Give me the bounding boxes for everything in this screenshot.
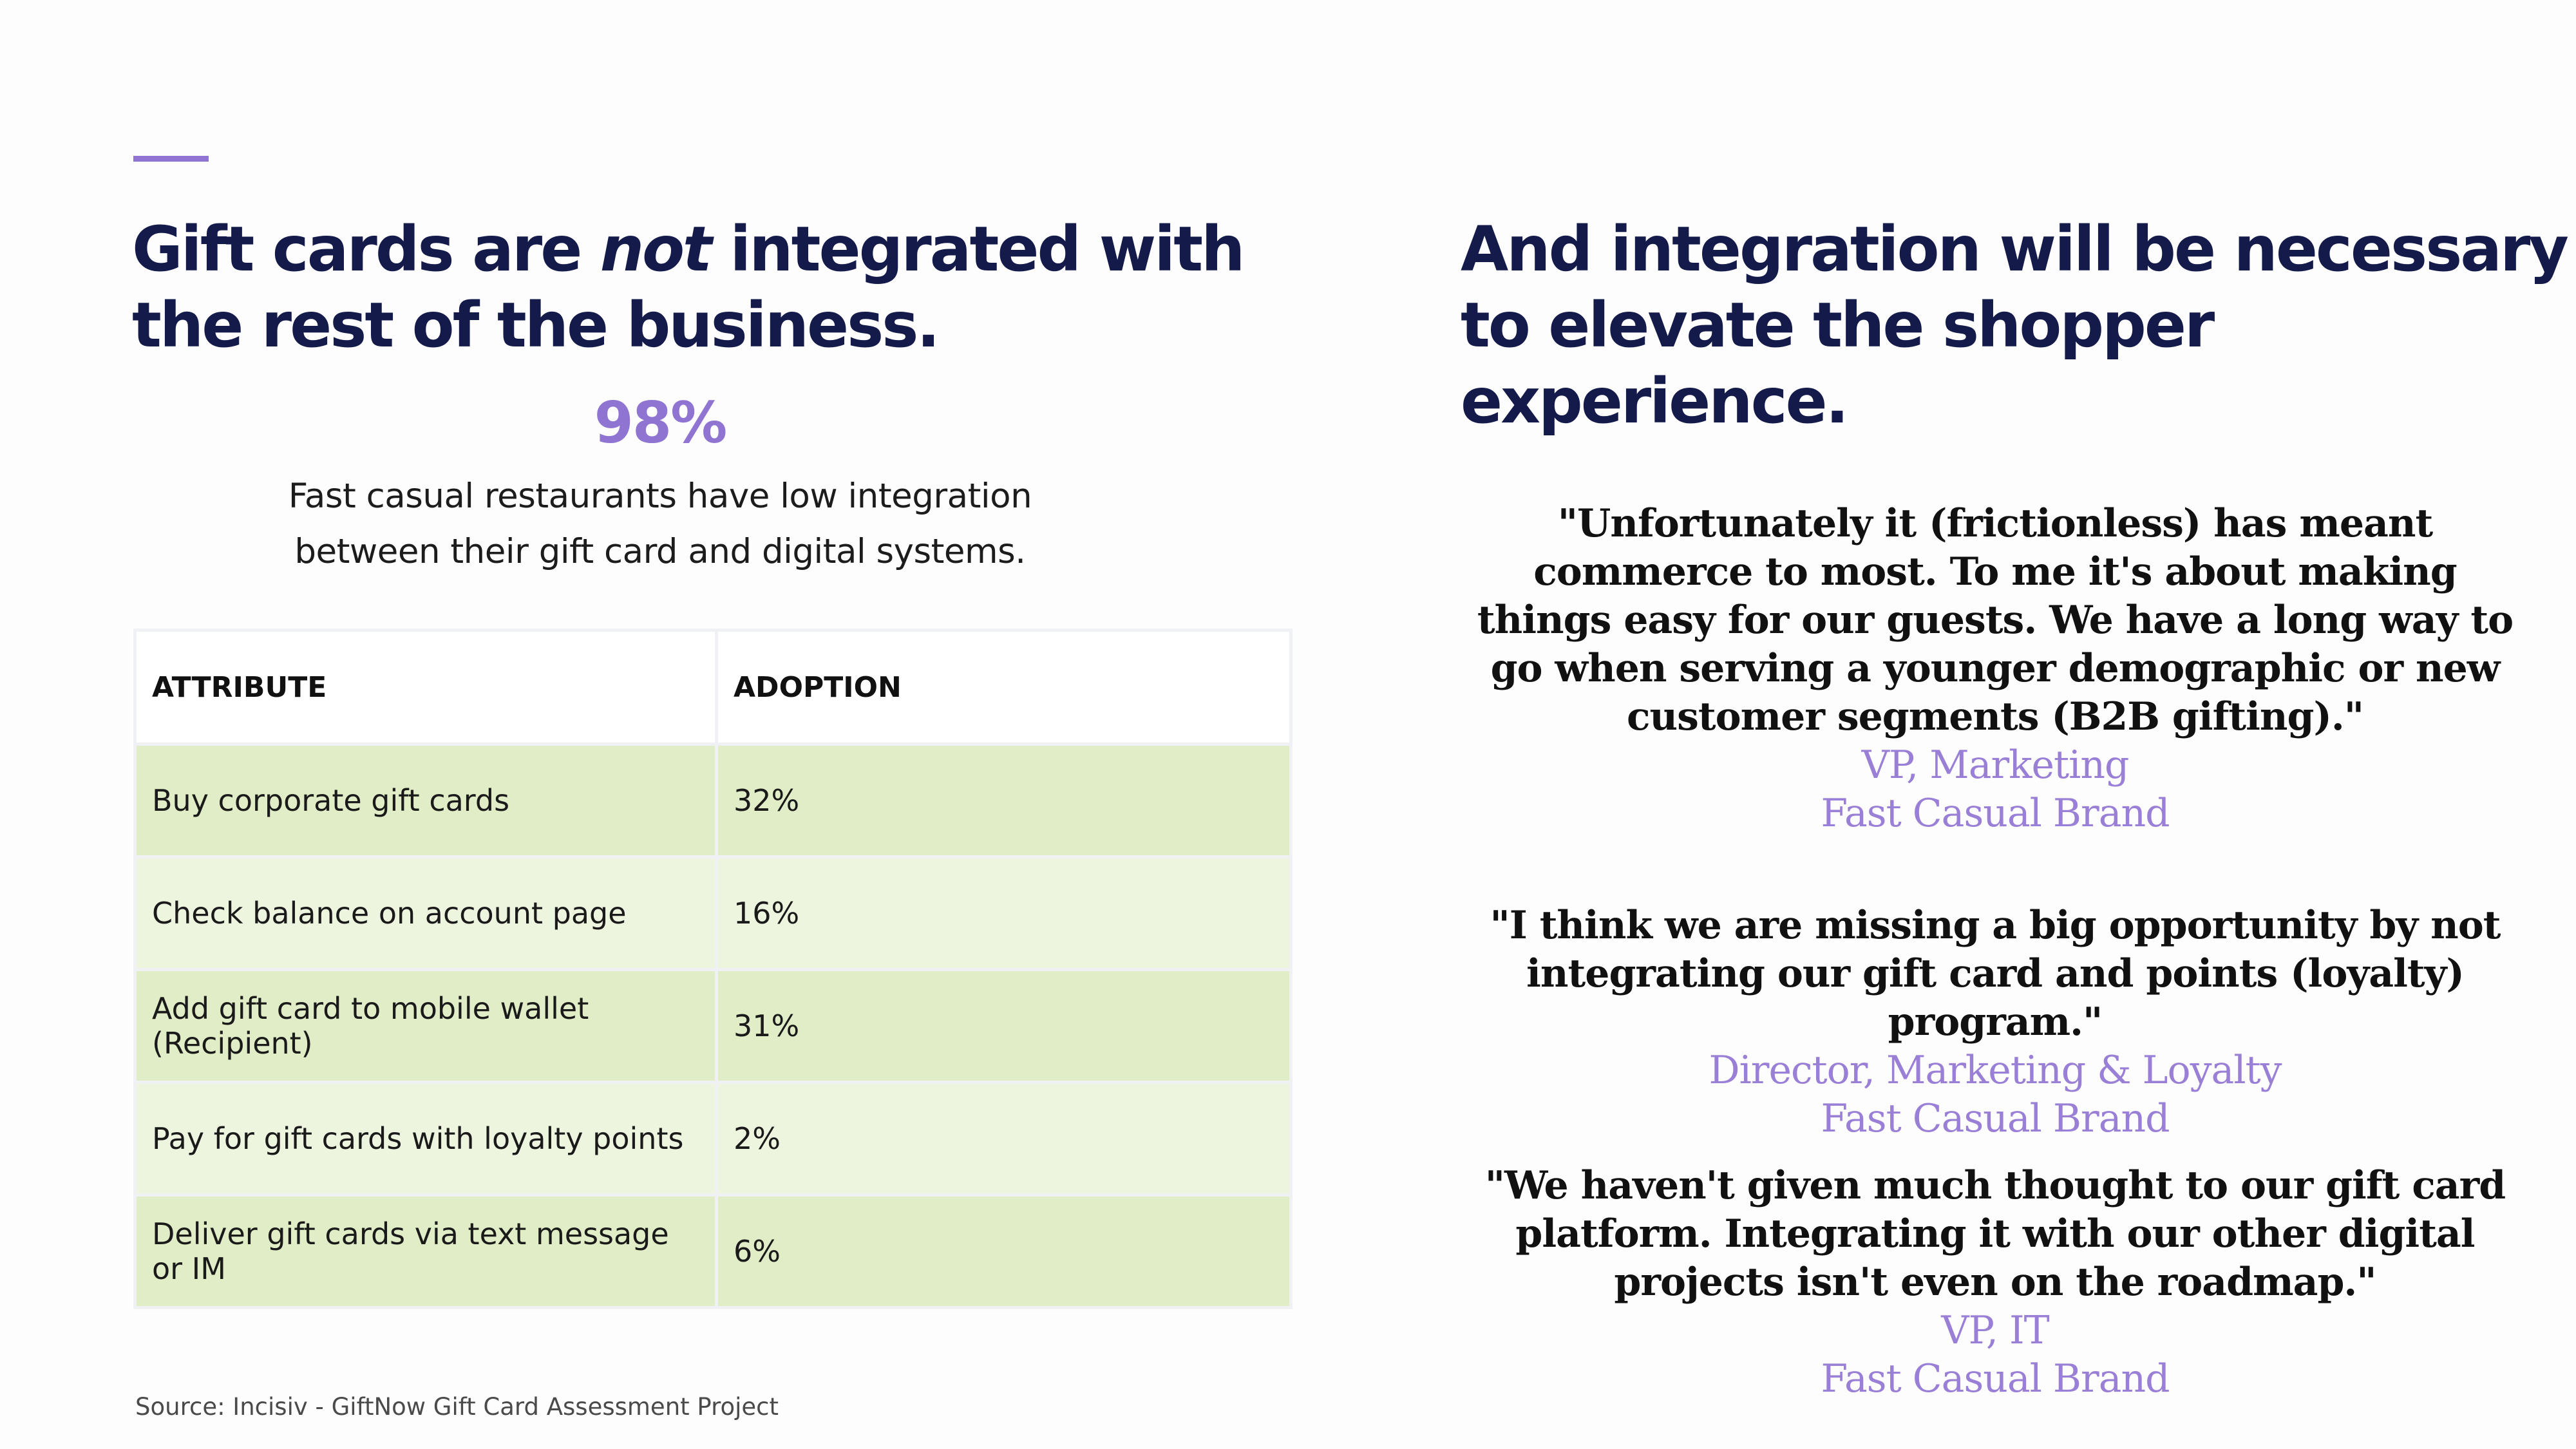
table-row: Buy corporate gift cards 32% bbox=[133, 743, 1293, 858]
quote-attribution-org: Fast Casual Brand bbox=[1821, 1356, 2170, 1401]
adoption-cell: 31% bbox=[715, 968, 1293, 1084]
left-heading-part1: Gift cards are bbox=[132, 213, 600, 285]
left-heading: Gift cards are not integrated with the r… bbox=[132, 211, 1356, 363]
stat-description-line-1: Fast casual restaurants have low integra… bbox=[288, 477, 1032, 516]
table-header-row: ATTRIBUTE ADOPTION bbox=[133, 629, 1293, 746]
right-heading: And integration will be necessary to ele… bbox=[1461, 213, 2569, 437]
quote-attribution-role: VP, IT bbox=[1941, 1308, 2049, 1353]
adoption-cell: 32% bbox=[715, 743, 1293, 858]
attribute-cell: Pay for gift cards with loyalty points bbox=[133, 1081, 718, 1197]
quote-attribution-org: Fast Casual Brand bbox=[1821, 791, 2170, 836]
header-adoption: ADOPTION bbox=[715, 629, 1293, 746]
quote-text: "I think we are missing a big opportunit… bbox=[1490, 903, 2501, 1045]
stat-description: Fast casual restaurants have low integra… bbox=[193, 469, 1127, 580]
quote-text: "We haven't given much thought to our gi… bbox=[1484, 1163, 2506, 1305]
quote-block: "We haven't given much thought to our gi… bbox=[1461, 1162, 2530, 1403]
accent-bar bbox=[133, 156, 209, 162]
left-heading-part2: integrated with the rest of the business… bbox=[132, 213, 1245, 361]
attribute-cell: Buy corporate gift cards bbox=[133, 743, 718, 858]
quote-attribution-org: Fast Casual Brand bbox=[1821, 1096, 2170, 1141]
quote-attribution-role: VP, Marketing bbox=[1861, 743, 2130, 788]
table-row: Add gift card to mobile wallet (Recipien… bbox=[133, 968, 1293, 1084]
adoption-cell: 16% bbox=[715, 855, 1293, 971]
quote-block: "I think we are missing a big opportunit… bbox=[1461, 902, 2530, 1143]
stat-value: 98% bbox=[594, 390, 728, 456]
quote-attribution-role: Director, Marketing & Loyalty bbox=[1709, 1048, 2282, 1093]
table-row: Deliver gift cards via text message or I… bbox=[133, 1193, 1293, 1309]
table-row: Check balance on account page 16% bbox=[133, 855, 1293, 971]
attribute-cell: Add gift card to mobile wallet (Recipien… bbox=[133, 968, 718, 1084]
attribute-cell: Check balance on account page bbox=[133, 855, 718, 971]
stat-description-line-2: between their gift card and digital syst… bbox=[294, 532, 1026, 571]
adoption-table: ATTRIBUTE ADOPTION Buy corporate gift ca… bbox=[133, 629, 1293, 1309]
quote-text: "Unfortunately it (frictionless) has mea… bbox=[1477, 501, 2514, 739]
source-note: Source: Incisiv - GiftNow Gift Card Asse… bbox=[135, 1393, 779, 1421]
adoption-cell: 6% bbox=[715, 1193, 1293, 1309]
attribute-cell: Deliver gift cards via text message or I… bbox=[133, 1193, 718, 1309]
adoption-cell: 2% bbox=[715, 1081, 1293, 1197]
header-attribute: ATTRIBUTE bbox=[133, 629, 718, 746]
left-heading-emphasis: not bbox=[600, 213, 712, 285]
quote-block: "Unfortunately it (frictionless) has mea… bbox=[1461, 500, 2530, 838]
table-row: Pay for gift cards with loyalty points 2… bbox=[133, 1081, 1293, 1197]
